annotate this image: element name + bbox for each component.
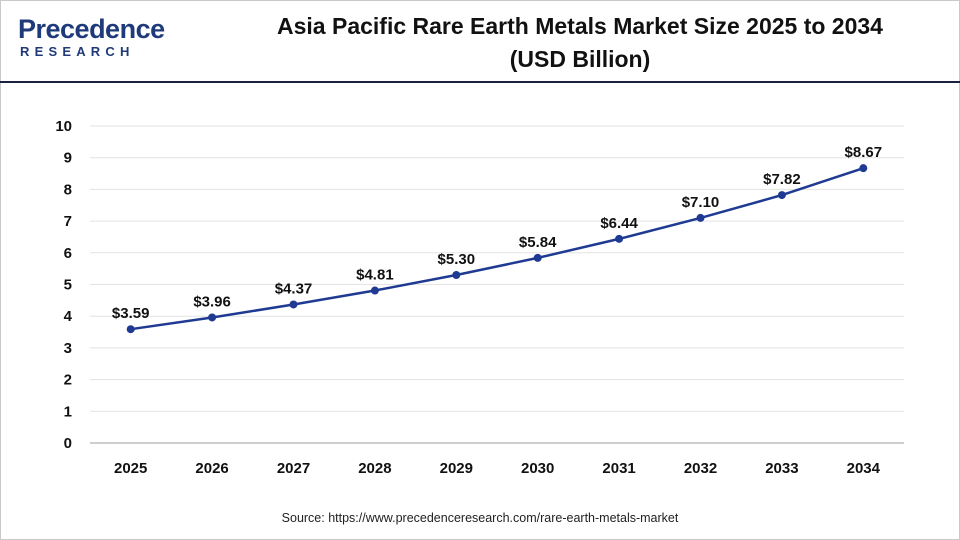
data-point [370,286,379,295]
y-tick-label: 2 [64,372,72,389]
data-point [859,164,868,173]
data-label: $8.67 [845,144,883,161]
data-point [126,325,135,334]
y-tick-label: 7 [64,213,72,230]
data-label: $6.44 [600,215,638,232]
y-tick-label: 4 [64,308,73,325]
y-tick-label: 5 [64,277,72,294]
y-tick-label: 1 [64,403,72,420]
data-label: $4.81 [356,267,394,284]
header-divider [0,81,960,83]
y-axis-ticks: 0 1 2 3 4 5 6 7 8 9 10 [55,118,72,452]
data-label: $5.30 [438,251,476,268]
logo-subtitle: RESEARCH [20,44,135,59]
y-tick-label: 10 [55,118,72,135]
x-tick-label: 2034 [847,460,881,477]
data-labels: $3.59 $3.96 $4.37 $4.81 $5.30 $5.84 $6.44 $7.10… [112,144,882,322]
series-markers [126,164,868,334]
x-axis-ticks: 2025 2026 2027 2028 2029 2030 2031 2032 2033 2034 [114,460,881,477]
data-point [696,213,705,222]
data-label: $7.82 [763,171,801,188]
x-tick-label: 2025 [114,460,147,477]
data-point [452,270,461,279]
data-point [208,313,217,322]
x-tick-label: 2030 [521,460,554,477]
chart-title-line1: Asia Pacific Rare Earth Metals Market Si… [277,13,883,39]
source-note: Source: https://www.precedenceresearch.c… [281,511,679,525]
data-label: $5.84 [519,234,557,251]
gridlines [90,125,904,412]
data-label: $3.96 [193,293,231,310]
x-tick-label: 2033 [765,460,798,477]
x-tick-label: 2032 [684,460,717,477]
x-tick-label: 2027 [277,460,310,477]
y-tick-label: 0 [64,435,72,452]
data-label: $7.10 [682,194,720,211]
chart-title-line2: (USD Billion) [509,46,651,72]
data-point [615,234,624,243]
data-label: $4.37 [275,280,313,297]
y-tick-label: 8 [64,181,72,198]
series-line [130,167,864,331]
data-point [289,300,298,309]
x-tick-label: 2026 [195,460,228,477]
x-tick-label: 2028 [358,460,391,477]
data-point [777,191,786,200]
x-tick-label: 2029 [440,460,473,477]
logo-wordmark: Precedence [18,14,165,44]
y-tick-label: 9 [64,150,72,167]
data-label: $3.59 [112,305,150,322]
y-tick-label: 6 [64,245,72,262]
header: Precedence RESEARCH Asia Pacific Rare Ea… [0,0,960,83]
chart-title: Asia Pacific Rare Earth Metals Market Si… [210,10,950,76]
x-tick-label: 2031 [602,460,635,477]
data-point [533,253,542,262]
brand-logo: Precedence RESEARCH [18,14,168,64]
y-tick-label: 3 [64,340,72,357]
